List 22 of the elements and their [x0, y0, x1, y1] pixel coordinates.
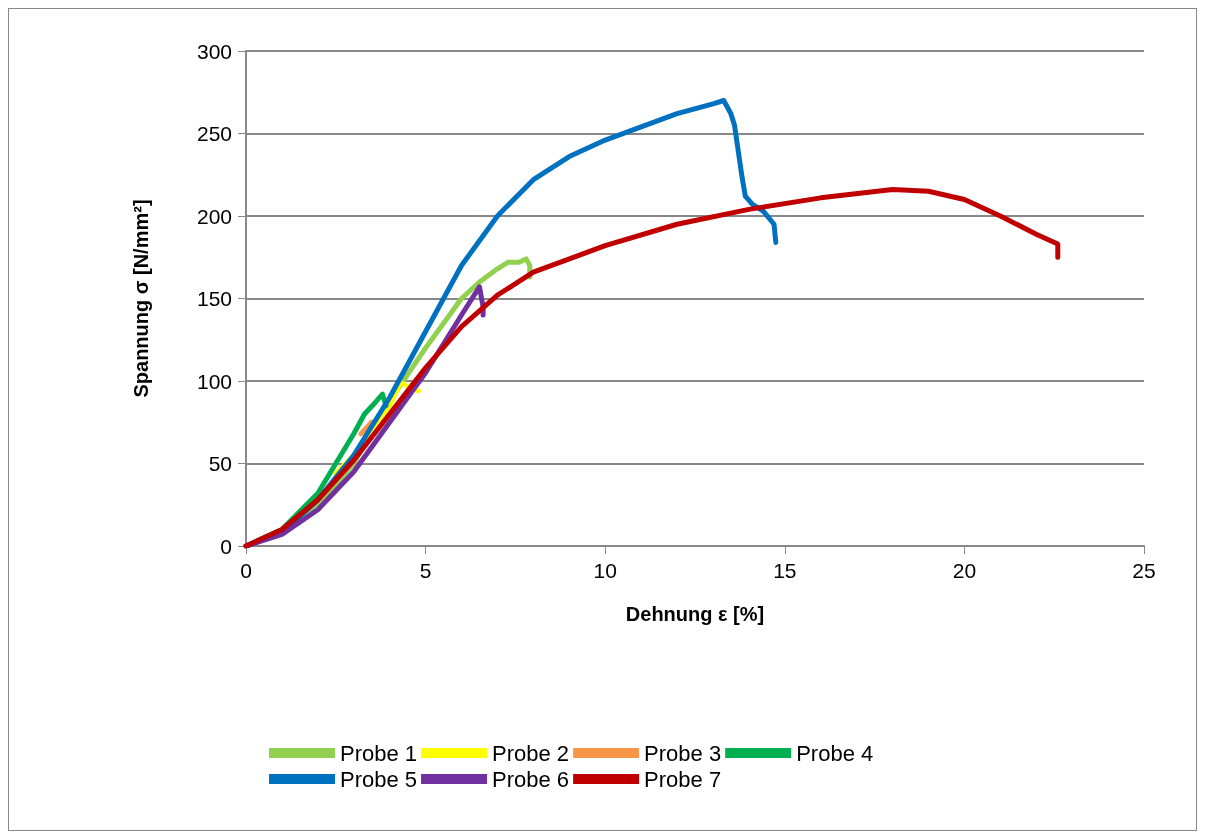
- y-tick-label: 250: [196, 122, 232, 145]
- x-tick-label: 15: [773, 559, 797, 582]
- x-tick-label: 0: [240, 559, 252, 582]
- x-tick-label: 10: [593, 559, 617, 582]
- x-tick-label: 25: [1132, 559, 1156, 582]
- legend-label: Probe 5: [340, 766, 418, 792]
- y-tick-label: 300: [196, 39, 232, 63]
- y-axis-title: Spannung σ [N/mm²]: [130, 199, 152, 398]
- legend-label: Probe 7: [644, 766, 722, 792]
- legend-label: Probe 4: [796, 740, 874, 766]
- y-tick-label: 100: [196, 369, 232, 393]
- x-tick-label: 20: [952, 559, 977, 582]
- legend-label: Probe 6: [492, 766, 570, 792]
- x-tick-label: 5: [419, 559, 432, 582]
- y-tick-label: 50: [208, 452, 232, 475]
- legend-label: Probe 2: [492, 740, 570, 766]
- y-tick-label: 0: [220, 534, 232, 558]
- legend-label: Probe 1: [340, 740, 418, 766]
- x-axis-title: Dehnung ε [%]: [625, 603, 765, 625]
- y-tick-label: 200: [196, 204, 232, 228]
- y-tick-label: 150: [196, 287, 232, 310]
- legend-label: Probe 3: [644, 740, 722, 766]
